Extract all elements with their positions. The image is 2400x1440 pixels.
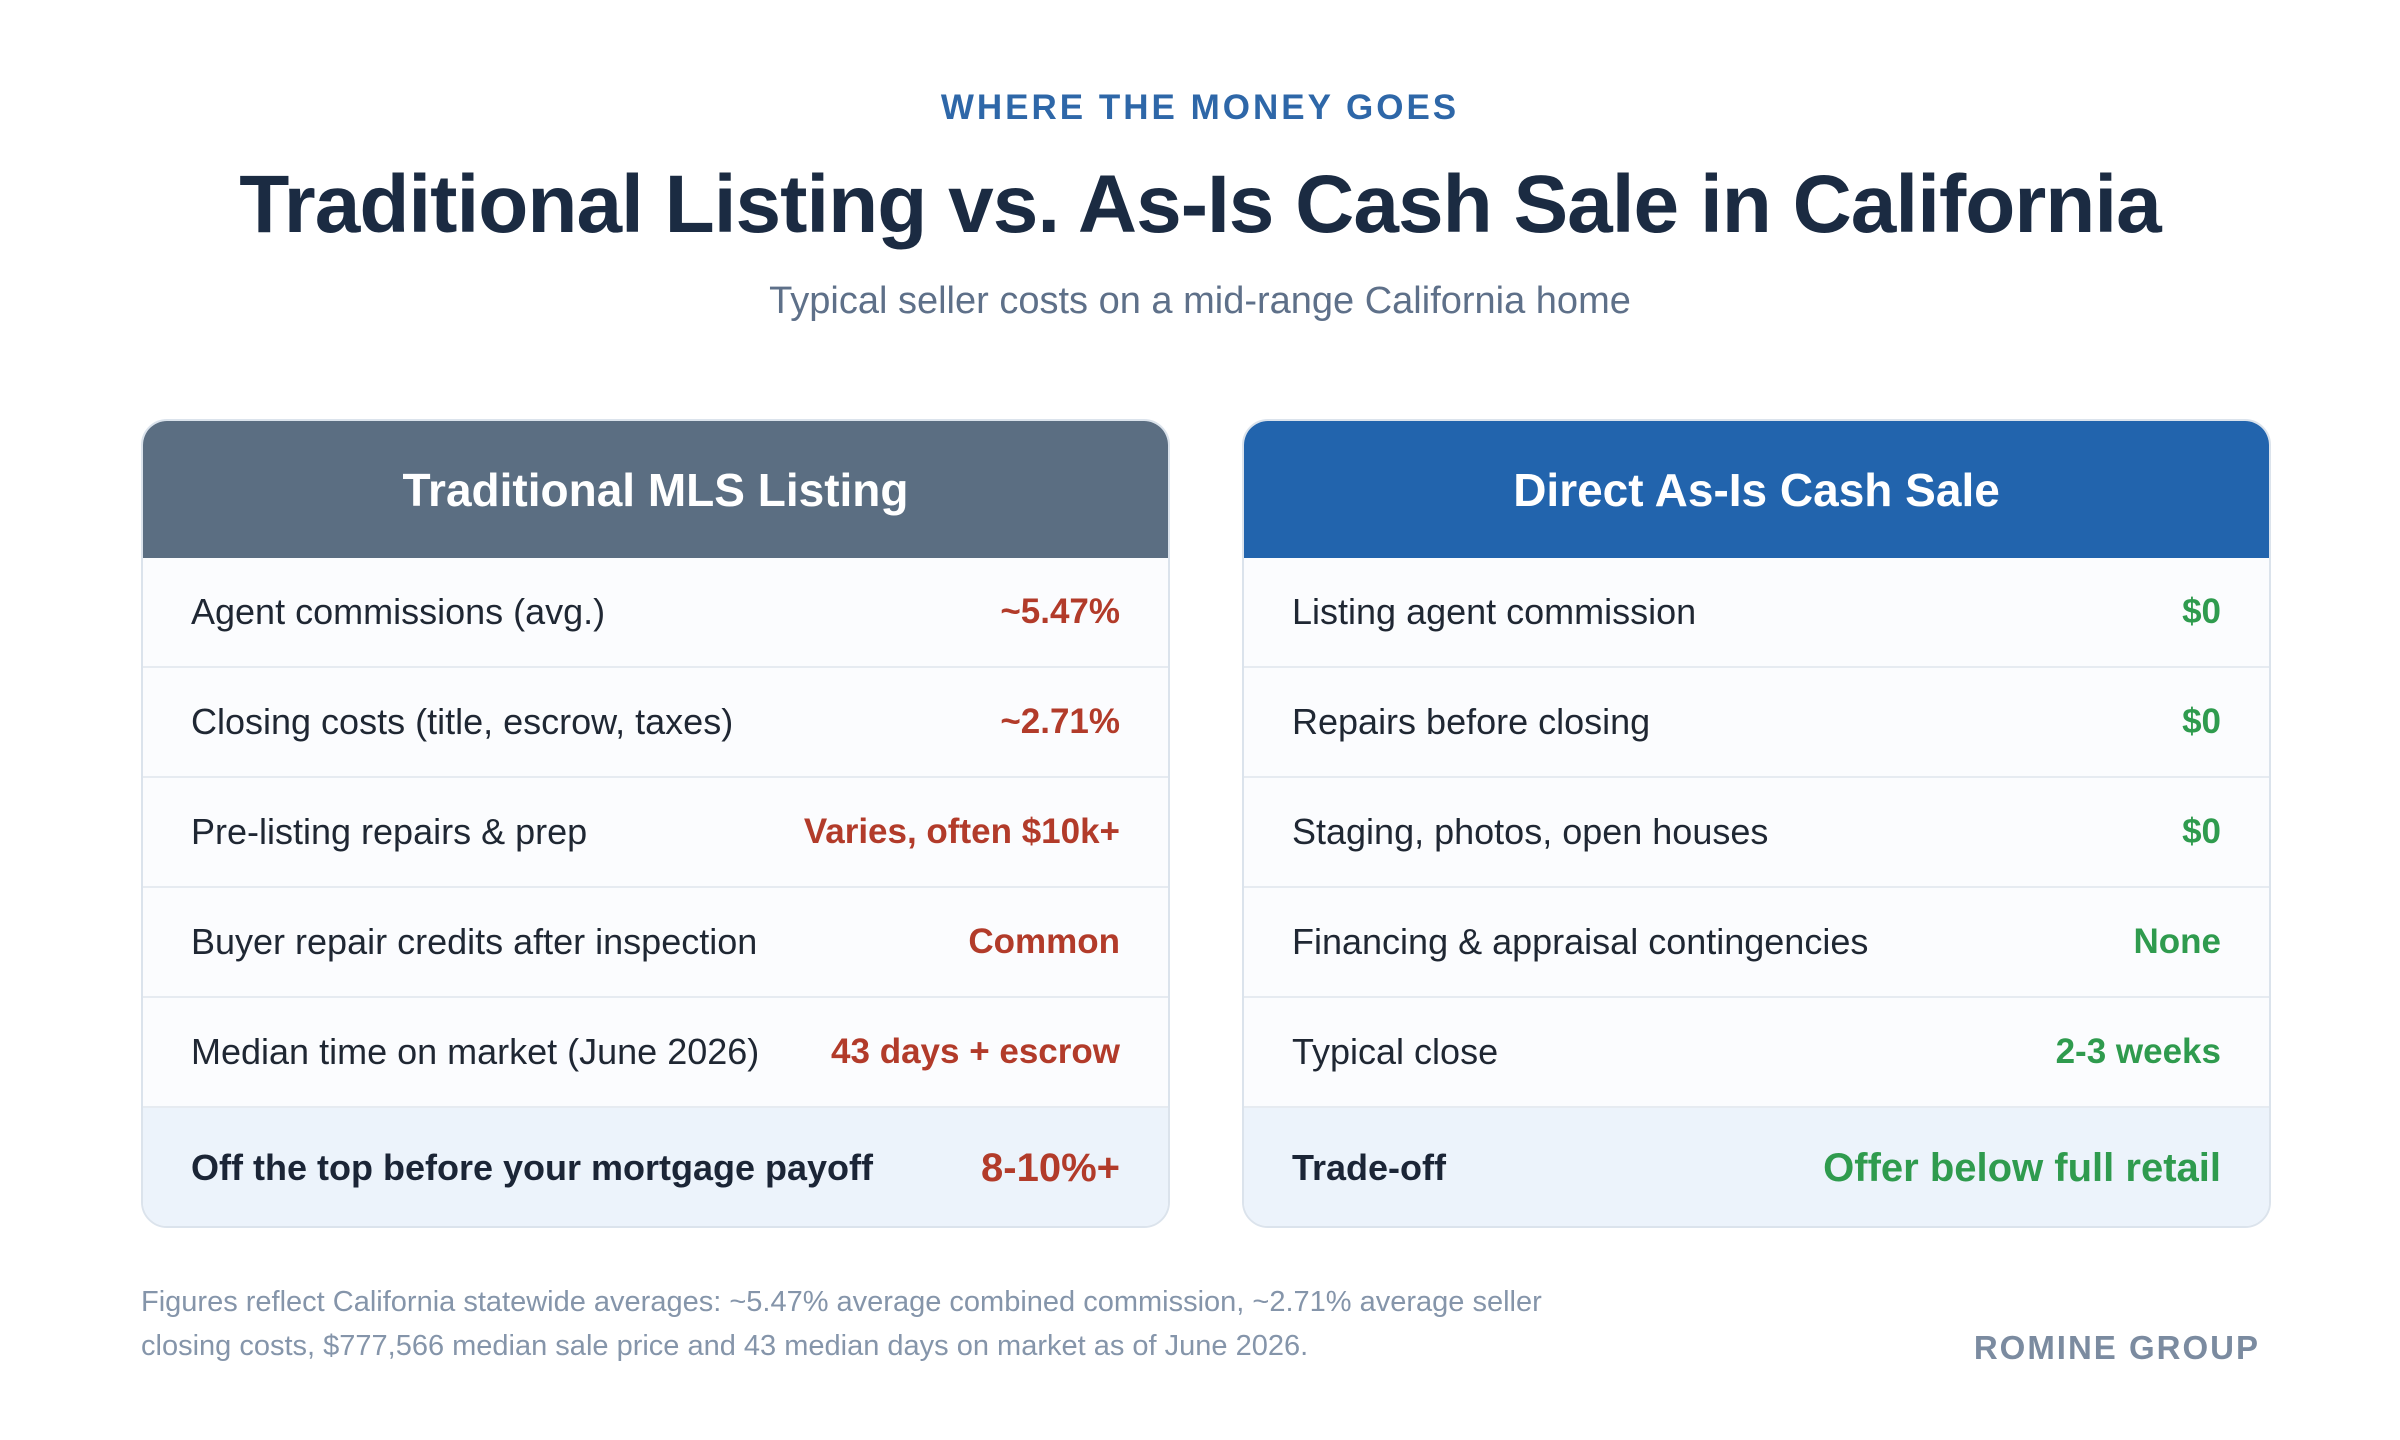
- row-value: None: [2133, 922, 2222, 961]
- row-label: Closing costs (title, escrow, taxes): [191, 701, 734, 742]
- kicker: WHERE THE MONEY GOES: [940, 88, 1460, 127]
- page-title: Traditional Listing vs. As-Is Cash Sale …: [239, 159, 2162, 250]
- table-row: Agent commissions (avg.) ~5.47%: [143, 558, 1168, 668]
- row-label: Agent commissions (avg.): [191, 591, 606, 632]
- row-value: 2-3 weeks: [2055, 1032, 2221, 1071]
- row-value: Common: [968, 922, 1120, 961]
- total-row-traditional: Off the top before your mortgage payoff …: [143, 1108, 1168, 1226]
- footnote: Figures reflect California statewide ave…: [141, 1286, 1542, 1362]
- row-label: Repairs before closing: [1292, 701, 1651, 742]
- row-value: Varies, often $10k+: [803, 812, 1120, 851]
- row-value: ~5.47%: [1000, 592, 1120, 631]
- table-row: Listing agent commission $0: [1244, 558, 2269, 668]
- row-value: ~2.71%: [1000, 702, 1120, 741]
- table-row: Pre-listing repairs & prep Varies, often…: [143, 778, 1168, 888]
- page-subtitle: Typical seller costs on a mid-range Cali…: [769, 280, 1631, 322]
- row-label: Financing & appraisal contingencies: [1292, 921, 1869, 962]
- row-label: Listing agent commission: [1292, 591, 1697, 632]
- row-value: $0: [2182, 592, 2221, 631]
- card-header-cash-sale: Direct As-Is Cash Sale: [1244, 421, 2269, 558]
- row-value: $0: [2182, 702, 2221, 741]
- cash-sale-card: Direct As-Is Cash Sale Listing agent com…: [1242, 419, 2271, 1228]
- row-value: $0: [2182, 812, 2221, 851]
- table-row: Staging, photos, open houses $0: [1244, 778, 2269, 888]
- traditional-listing-card: Traditional MLS Listing Agent commission…: [141, 419, 1170, 1228]
- table-row: Repairs before closing $0: [1244, 668, 2269, 778]
- table-row: Closing costs (title, escrow, taxes) ~2.…: [143, 668, 1168, 778]
- row-value: 43 days + escrow: [831, 1032, 1120, 1071]
- table-row: Financing & appraisal contingencies None: [1244, 888, 2269, 998]
- row-label: Staging, photos, open houses: [1292, 811, 1769, 852]
- card-header-traditional: Traditional MLS Listing: [143, 421, 1168, 558]
- table-row: Buyer repair credits after inspection Co…: [143, 888, 1168, 998]
- row-label: Typical close: [1292, 1031, 1499, 1072]
- row-label: Median time on market (June 2026): [191, 1031, 760, 1072]
- table-row: Typical close 2-3 weeks: [1244, 998, 2269, 1108]
- row-label: Pre-listing repairs & prep: [191, 811, 588, 852]
- total-value: 8-10%+: [981, 1145, 1120, 1190]
- table-row: Median time on market (June 2026) 43 day…: [143, 998, 1168, 1108]
- brand-name: ROMINE GROUP: [1973, 1329, 2260, 1366]
- total-row-cash-sale: Trade-off Offer below full retail: [1244, 1108, 2269, 1226]
- total-value: Offer below full retail: [1823, 1145, 2221, 1190]
- row-label: Buyer repair credits after inspection: [191, 921, 758, 962]
- total-label: Off the top before your mortgage payoff: [191, 1147, 874, 1188]
- total-label: Trade-off: [1292, 1147, 1447, 1188]
